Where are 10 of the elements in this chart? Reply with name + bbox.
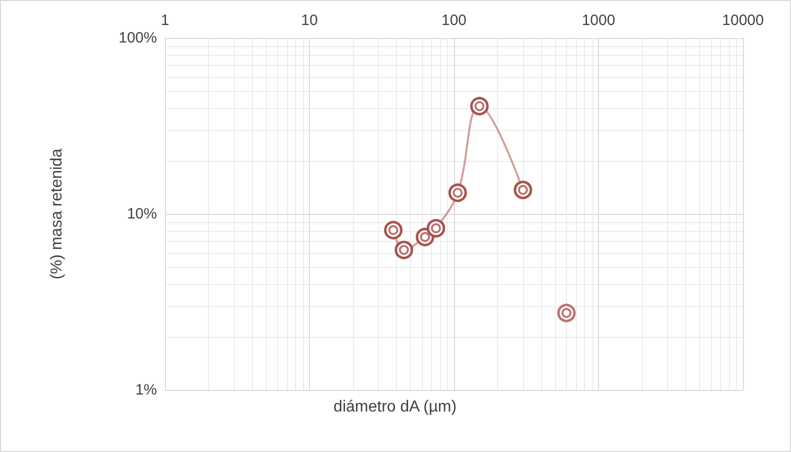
x-tick-label: 10000 (722, 12, 764, 29)
x-axis-title: diámetro dA (µm) (334, 398, 457, 416)
x-tick-label: 1 (160, 12, 170, 29)
x-tick-label: 100 (441, 12, 467, 29)
y-tick-label: 10% (126, 206, 157, 222)
y-axis-title: (%) masa retenida (48, 148, 66, 280)
y-tick-label: 1% (135, 382, 157, 398)
x-tick-label: 1000 (582, 12, 616, 29)
y-tick-label: 100% (118, 30, 157, 46)
x-tick-label: 10 (301, 12, 318, 29)
